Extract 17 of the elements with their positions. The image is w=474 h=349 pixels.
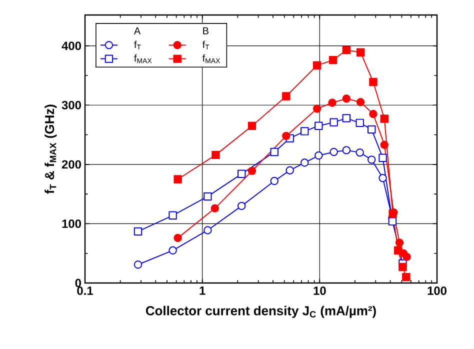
legend-label: f$_{T}$ bbox=[134, 40, 141, 50]
annotation: A bbox=[134, 27, 141, 34]
y-tick-label: 100 bbox=[62, 219, 81, 228]
legend-label: f$_{MAX}$ bbox=[134, 54, 152, 64]
annotation: B bbox=[203, 27, 208, 34]
x-tick-label: 1 bbox=[200, 286, 206, 295]
y-tick-label: 0 bbox=[75, 278, 81, 288]
y-axis-title: f$_{T}$ & f$_{MAX}$ (GHz) bbox=[44, 104, 57, 194]
legend-label: f$_{T}$ bbox=[202, 40, 210, 50]
y-tick-label: 300 bbox=[62, 100, 81, 110]
x-tick-label: 100 bbox=[428, 286, 446, 295]
y-tick-label: 200 bbox=[62, 160, 81, 169]
legend-label: f$_{MAX}$ bbox=[202, 54, 220, 64]
x-axis-title: Collector current density J$_{C}$ (mA/µm²) bbox=[146, 306, 376, 318]
x-tick-label: 0.1 bbox=[77, 286, 93, 295]
y-tick-label: 400 bbox=[62, 42, 81, 50]
x-tick-label: 10 bbox=[314, 286, 326, 295]
